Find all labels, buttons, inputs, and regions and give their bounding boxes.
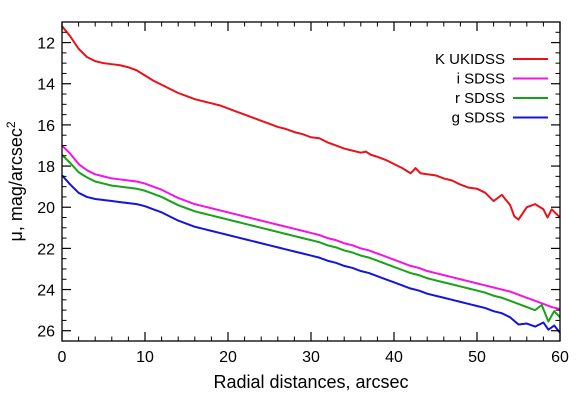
- x-tick-label: 20: [219, 349, 237, 366]
- series-line-1: [61, 144, 561, 311]
- y-tick-label: 14: [37, 77, 55, 94]
- x-axis-title: Radial distances, arcsec: [213, 372, 408, 392]
- y-axis-title-sup: 2: [4, 121, 18, 128]
- x-tick-label: 30: [302, 349, 320, 366]
- legend-label: g SDSS: [452, 110, 505, 127]
- y-axis-title-main: μ, mag/arcsec: [6, 128, 26, 241]
- x-axis: 0 10 20 30 40 50 60: [58, 22, 569, 366]
- y-tick-label: 20: [37, 200, 55, 217]
- y-tick-label: 24: [37, 283, 55, 300]
- series-line-2: [61, 154, 561, 323]
- y-tick-label: 26: [37, 324, 55, 341]
- y-tick-label: 16: [37, 118, 55, 135]
- y-tick-label: 18: [37, 159, 55, 176]
- series-line-0: [61, 25, 561, 221]
- legend-label: i SDSS: [457, 71, 505, 88]
- x-tick-label: 10: [136, 349, 154, 366]
- legend-label: r SDSS: [455, 90, 505, 107]
- x-tick-label: 40: [385, 349, 403, 366]
- y-tick-label: 22: [37, 241, 55, 258]
- y-axis-title: μ, mag/arcsec2: [4, 121, 26, 241]
- legend-label: K UKIDSS: [435, 51, 505, 68]
- legend: K UKIDSS i SDSS r SDSS g SDSS: [435, 51, 548, 127]
- y-axis: 12 14 16 18 20 22 24 26: [37, 31, 560, 342]
- y-tick-label: 12: [37, 36, 55, 53]
- x-tick-label: 0: [58, 349, 67, 366]
- series-line-3: [61, 174, 561, 334]
- x-tick-label: 50: [468, 349, 486, 366]
- x-tick-label: 60: [551, 349, 569, 366]
- series-layer: [61, 25, 561, 334]
